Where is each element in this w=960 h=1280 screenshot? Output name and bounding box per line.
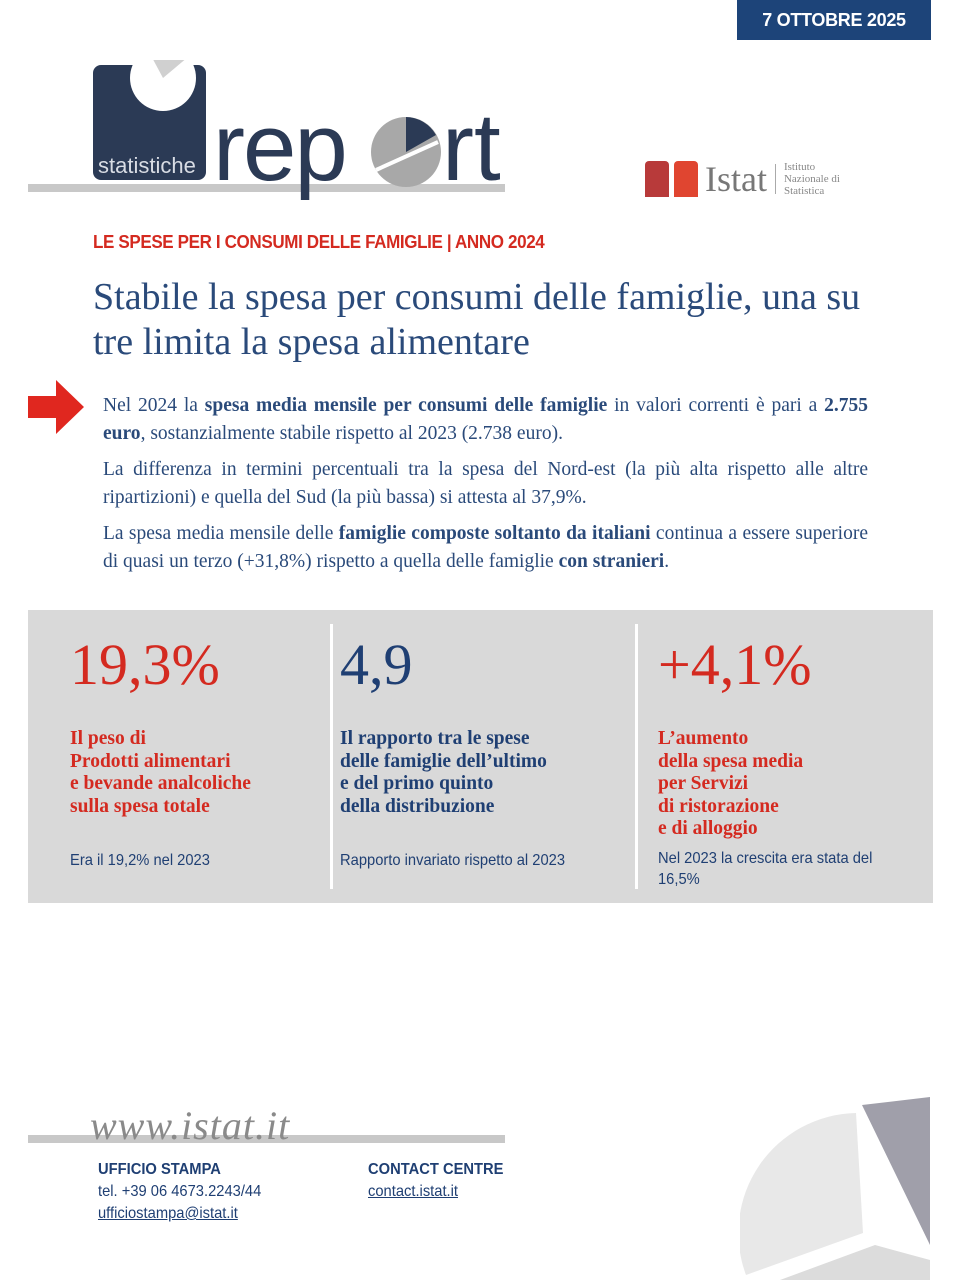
paragraph-2: La differenza in termini percentuali tra…: [103, 456, 868, 511]
footer-rule: [28, 1135, 505, 1143]
text: Nel 2024 la: [103, 395, 205, 416]
bold-text: spesa media mensile per consumi delle fa…: [204, 395, 608, 416]
contact-link[interactable]: contact.istat.it: [368, 1183, 459, 1200]
date-banner: 7 OTTOBRE 2025: [737, 0, 931, 40]
stat-label: L’aumento della spesa media per Servizi …: [658, 728, 804, 839]
stat-value: 4,9: [340, 632, 413, 697]
stat-restaurant-increase: +4,1% L’aumento della spesa media per Se…: [658, 630, 812, 841]
stat-value: 19,3%: [70, 632, 220, 697]
text: .: [664, 550, 670, 572]
stat-label: Il peso di Prodotti alimentari e bevande…: [70, 728, 251, 817]
paragraph-3: La spesa media mensile delle famiglie co…: [103, 520, 868, 575]
text: continua a essere superiore di quasi un …: [103, 523, 868, 572]
svg-text:rep: rep: [213, 94, 346, 200]
bold-text: famiglie composte soltanto da italiani: [338, 523, 651, 544]
stat-label: Il rapporto tra le spese delle famiglie …: [340, 728, 547, 817]
decorative-pie-icon: [740, 1097, 930, 1280]
stat-note: Era il 19,2% nel 2023: [70, 852, 210, 869]
bold-text: 2.755 euro: [103, 395, 868, 444]
svg-text:rt: rt: [442, 94, 501, 200]
page-title: Stabile la spesa per consumi delle famig…: [93, 276, 861, 363]
text: La spesa media mensile delle: [103, 523, 339, 544]
contact-title: CONTACT CENTRE: [368, 1161, 504, 1178]
report-subtitle: LE SPESE PER I CONSUMI DELLE FAMIGLIE | …: [93, 231, 545, 252]
text: La differenza in termini percentuali tra…: [103, 459, 868, 508]
divider: [330, 624, 333, 889]
stat-value: +4,1%: [658, 632, 812, 697]
stat-note: Rapporto invariato rispetto al 2023: [340, 852, 566, 869]
bold-text: con stranieri: [558, 550, 665, 572]
text: , sostanzialmente stabile rispetto al 20…: [140, 422, 563, 444]
press-title: UFFICIO STAMPA: [98, 1161, 221, 1178]
text: in valori correnti è pari a: [607, 395, 825, 416]
stat-food-share: 19,3% Il peso di Prodotti alimentari e b…: [70, 630, 251, 818]
arrow-right-icon: [28, 380, 84, 434]
istat-full-name: Istituto Nazionale di Statistica: [783, 161, 840, 197]
stat-quintile-ratio: 4,9 Il rapporto tra le spese delle famig…: [340, 630, 547, 818]
website-link[interactable]: www.istat.it: [90, 1103, 291, 1148]
statistiche-report-logo: statistiche rep rt: [28, 60, 505, 200]
stat-note: Nel 2023 la crescita era stata del 16,5%: [658, 850, 873, 888]
istat-logo: Istat Istituto Nazionale di Statistica: [645, 158, 859, 200]
divider: [635, 624, 638, 889]
paragraph-1: Nel 2024 la spesa media mensile per cons…: [103, 392, 868, 447]
key-figures-panel: 19,3% Il peso di Prodotti alimentari e b…: [28, 610, 933, 903]
press-office: UFFICIO STAMPA tel. +39 06 4673.2243/44 …: [98, 1159, 261, 1225]
logo-statistiche-text: statistiche: [98, 153, 196, 178]
contact-centre: CONTACT CENTRE contact.istat.it: [368, 1159, 503, 1203]
press-phone: tel. +39 06 4673.2243/44: [98, 1183, 262, 1200]
istat-wordmark: Istat: [705, 159, 767, 199]
press-email-link[interactable]: ufficiostampa@istat.it: [98, 1205, 238, 1222]
